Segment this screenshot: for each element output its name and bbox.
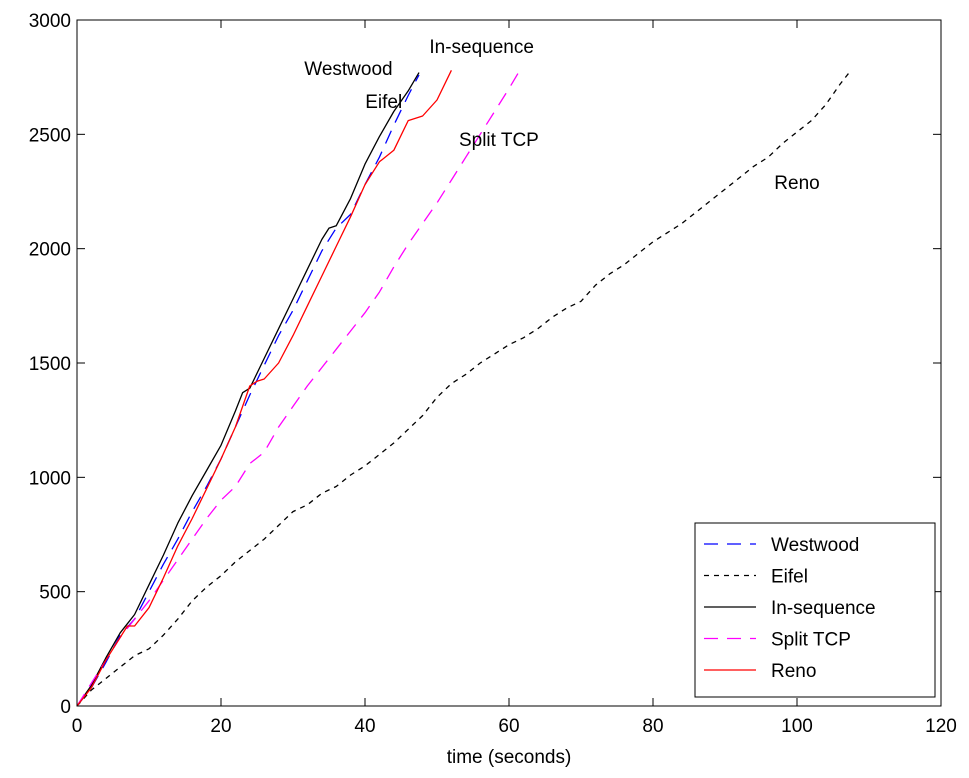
annotation-layer: Westwood Eifel In-sequence Split TCP Reno	[304, 37, 819, 194]
x-tick-label: 40	[354, 716, 375, 737]
legend-label: Reno	[771, 661, 816, 682]
y-tick-label: 0	[60, 697, 71, 718]
y-tick-label: 1500	[29, 354, 71, 375]
legend-label: Westwood	[771, 535, 859, 556]
x-tick-label: 20	[210, 716, 231, 737]
x-tick-label: 100	[781, 716, 813, 737]
annotation-label: In-sequence	[429, 37, 534, 58]
plot-area: Westwood Eifel In-sequence Split TCP Reno	[76, 19, 942, 707]
y-tick-label: 2500	[29, 125, 71, 146]
series-layer	[76, 69, 852, 707]
y-tick-label: 2000	[29, 240, 71, 261]
legend-label: Eifel	[771, 567, 808, 588]
x-tick-label: 120	[925, 716, 957, 737]
y-axis: 0 500 1000 1500 2000 2500 3000	[29, 11, 941, 718]
x-tick-label: 80	[642, 716, 663, 737]
series-line-eifel	[76, 69, 852, 707]
x-tick-label: 0	[72, 716, 83, 737]
y-tick-label: 500	[39, 583, 71, 604]
annotation-label: Reno	[774, 173, 819, 194]
legend-label: In-sequence	[771, 598, 876, 619]
annotation-label: Eifel	[365, 92, 402, 113]
legend-label: Split TCP	[771, 630, 851, 651]
legend: Westwood Eifel In-sequence Split TCP Reno	[694, 522, 936, 698]
legend-box	[694, 522, 936, 698]
series-line-in-sequence	[76, 72, 420, 707]
annotation-label: Westwood	[304, 59, 392, 80]
series-line-reno	[76, 70, 452, 707]
x-tick-label: 60	[498, 716, 519, 737]
x-axis: 0 20 40 60 80 100 120	[72, 20, 957, 737]
y-tick-label: 3000	[29, 11, 71, 32]
x-axis-label: time (seconds)	[447, 747, 572, 768]
annotation-label: Split TCP	[459, 130, 539, 151]
y-tick-label: 1000	[29, 468, 71, 489]
